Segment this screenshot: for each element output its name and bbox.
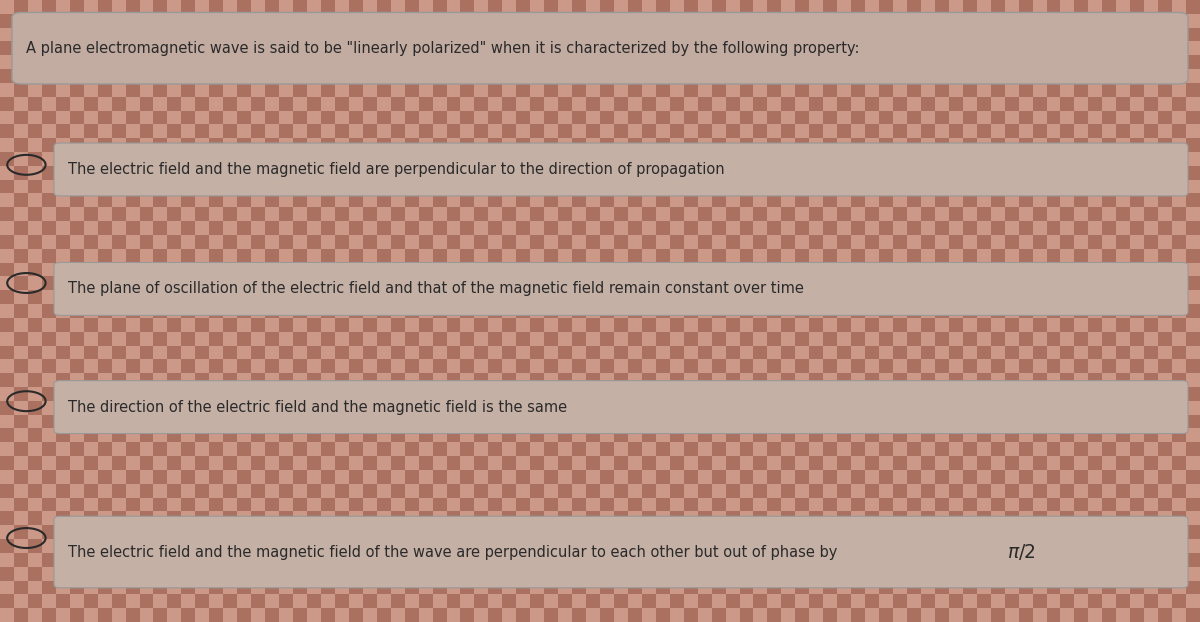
FancyBboxPatch shape (54, 516, 1188, 588)
Text: The direction of the electric field and the magnetic field is the same: The direction of the electric field and … (68, 399, 568, 415)
FancyBboxPatch shape (54, 381, 1188, 434)
Text: $\pi/2$: $\pi/2$ (1007, 542, 1036, 562)
Text: The electric field and the magnetic field of the wave are perpendicular to each : The electric field and the magnetic fiel… (68, 544, 842, 560)
Text: The electric field and the magnetic field are perpendicular to the direction of : The electric field and the magnetic fiel… (68, 162, 725, 177)
FancyBboxPatch shape (54, 143, 1188, 196)
Text: The plane of oscillation of the electric field and that of the magnetic field re: The plane of oscillation of the electric… (68, 281, 804, 297)
FancyBboxPatch shape (54, 262, 1188, 315)
Text: A plane electromagnetic wave is said to be "linearly polarized" when it is chara: A plane electromagnetic wave is said to … (26, 40, 860, 56)
FancyBboxPatch shape (12, 12, 1188, 84)
